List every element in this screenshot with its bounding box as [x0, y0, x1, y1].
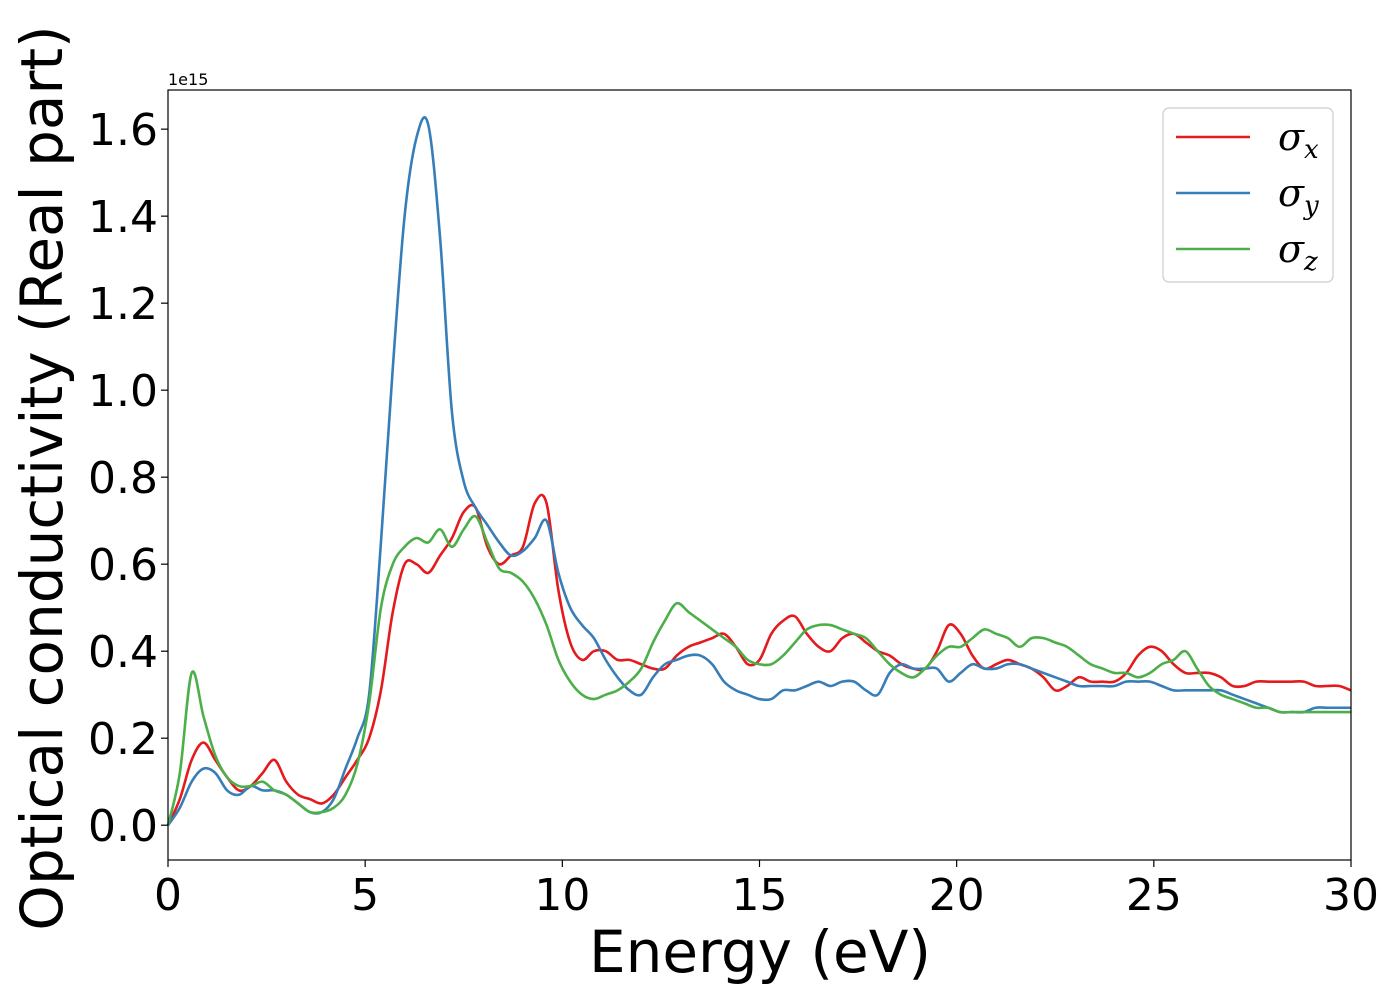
y-tick-label: 0.8: [88, 453, 158, 504]
series-line-x: [166, 493, 1352, 826]
y-axis: 0.0 0.2 0.4 0.6 0.8 1.0 1.2 1.4 1.6: [88, 105, 168, 852]
x-tick-label: 0: [154, 870, 182, 921]
x-tick-label: 20: [929, 870, 985, 921]
x-axis: 0 5 10 15 20 25 30: [154, 860, 1379, 921]
y-tick-label: 1.6: [88, 105, 158, 156]
x-tick-label: 30: [1323, 870, 1379, 921]
y-tick-label: 1.4: [88, 192, 158, 243]
x-tick-label: 10: [534, 870, 590, 921]
x-axis-title: Energy (eV): [589, 918, 931, 986]
legend-label-y: σy: [1278, 171, 1319, 221]
y-offset-label: 1e15: [168, 70, 208, 89]
x-tick-label: 15: [732, 870, 788, 921]
series-line-z: [166, 514, 1351, 826]
y-axis-title: Optical conductivity (Real part): [8, 25, 76, 930]
y-tick-label: 0.0: [88, 801, 158, 852]
y-tick-label: 1.2: [88, 279, 158, 330]
x-tick-label: 25: [1126, 870, 1182, 921]
y-tick-label: 0.6: [88, 540, 158, 591]
y-tick-label: 0.4: [88, 627, 158, 678]
series-layer: [166, 116, 1352, 826]
legend-box: [1162, 107, 1334, 283]
y-tick-label: 1.0: [88, 366, 158, 417]
x-tick-label: 5: [351, 870, 379, 921]
y-tick-label: 0.2: [88, 714, 158, 765]
